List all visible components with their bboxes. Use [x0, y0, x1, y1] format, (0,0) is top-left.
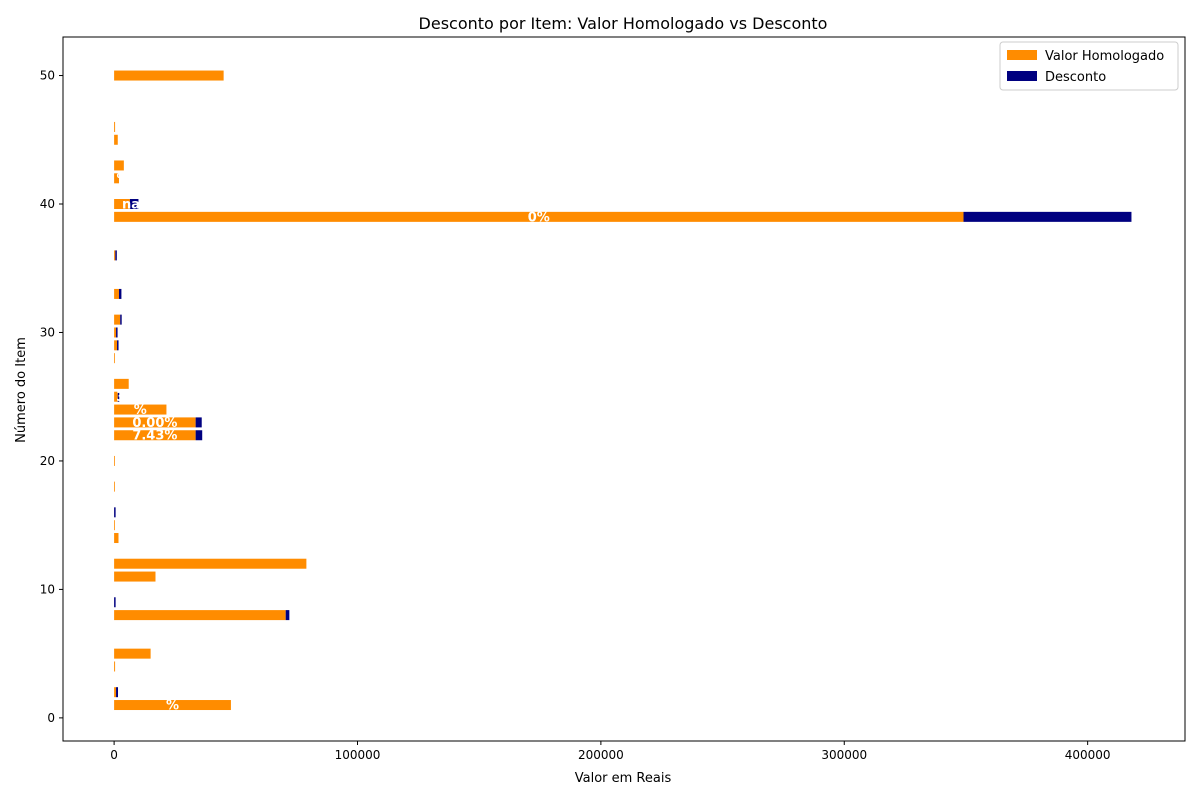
bar-homologado-item-28 [114, 353, 115, 364]
bar-desconto-item-8 [285, 610, 290, 621]
bar-homologado-item-31 [114, 314, 121, 325]
bar-desconto-item-9 [114, 597, 116, 608]
axes-frame [62, 36, 1186, 742]
x-tick-label: 400000 [1065, 748, 1111, 762]
bar-homologado-item-25 [114, 391, 118, 402]
bar-label-item-23: 0.00% [132, 416, 177, 431]
bar-homologado-item-43 [114, 160, 124, 171]
bar-desconto-item-2 [116, 687, 119, 698]
x-axis-label: Valor em Reais [575, 771, 672, 786]
bar-homologado-item-42 [114, 173, 119, 184]
bar-homologado-item-4 [114, 661, 116, 672]
bar-desconto-item-23 [195, 417, 202, 428]
x-tick-label: 100000 [335, 748, 381, 762]
y-tick-label: 10 [40, 582, 55, 596]
bar-homologado-item-2 [114, 687, 117, 698]
bar-desconto-item-22 [195, 430, 203, 441]
bar-homologado-item-46 [114, 121, 116, 132]
x-tick-label: 0 [110, 748, 118, 762]
bar-homologado-item-26 [114, 378, 129, 389]
bar-homologado-item-36 [114, 250, 116, 261]
bar-homologado-item-23 [114, 417, 196, 428]
bar-label-item-22: 7.43% [132, 429, 177, 444]
chart-title: Desconto por Item: Valor Homologado vs D… [419, 14, 828, 33]
bar-label-item-42: % [117, 172, 130, 187]
bar-desconto-item-33 [118, 288, 122, 299]
bar-homologado-item-11 [114, 571, 156, 582]
bar-homologado-item-33 [114, 288, 119, 299]
bar-homologado-item-12 [114, 558, 307, 569]
bar-desconto-item-16 [114, 507, 116, 518]
bar-homologado-item-20 [114, 455, 115, 466]
bar-homologado-item-29 [114, 340, 118, 351]
bar-desconto-item-25 [117, 391, 120, 402]
y-tick-label: 0 [47, 711, 55, 725]
y-tick-label: 30 [40, 325, 55, 339]
legend-label-homologado: Valor Homologado [1045, 49, 1164, 64]
legend-label-desconto: Desconto [1045, 70, 1106, 85]
x-tick-label: 300000 [821, 748, 867, 762]
bar-desconto-item-31 [120, 314, 122, 325]
bar-desconto-item-36 [115, 250, 117, 261]
y-tick-label: 50 [40, 69, 55, 83]
y-axis-label: Número do Item [14, 337, 29, 443]
bar-label-item-40: na [122, 198, 140, 213]
bar-homologado-item-30 [114, 327, 117, 338]
bar-homologado-item-24 [114, 404, 167, 415]
bar-label-item-1: % [166, 699, 179, 714]
bar-desconto-item-40 [129, 199, 139, 210]
bar-desconto-item-30 [116, 327, 118, 338]
y-tick-label: 40 [40, 197, 55, 211]
bar-homologado-item-39 [114, 211, 964, 222]
legend-swatch-desconto [1007, 71, 1037, 81]
bar-homologado-item-18 [114, 481, 115, 492]
bar-homologado-item-5 [114, 648, 151, 659]
bar-label-item-24: % [134, 403, 147, 418]
bar-desconto-item-29 [117, 340, 119, 351]
bar-homologado-item-45 [114, 134, 118, 145]
x-tick-label: 200000 [578, 748, 624, 762]
bar-homologado-item-1 [114, 700, 231, 711]
legend: Valor Homologado Desconto [999, 41, 1179, 91]
bar-homologado-item-22 [114, 430, 196, 441]
bar-desconto-item-39 [963, 211, 1132, 222]
y-tick-label: 20 [40, 454, 55, 468]
legend-frame [999, 41, 1179, 91]
bar-homologado-item-50 [114, 70, 224, 81]
bar-label-item-39: 0% [528, 210, 550, 225]
bar-homologado-item-40 [114, 199, 130, 210]
bar-homologado-item-14 [114, 533, 119, 544]
legend-swatch-homologado [1007, 50, 1037, 60]
bar-homologado-item-8 [114, 610, 286, 621]
bar-label-item-25: 3 [116, 390, 125, 405]
bar-homologado-item-15 [114, 520, 115, 531]
plot-area: %7.43%0.00%%30%na%0 100000 200000 300000 400… [40, 36, 1186, 762]
